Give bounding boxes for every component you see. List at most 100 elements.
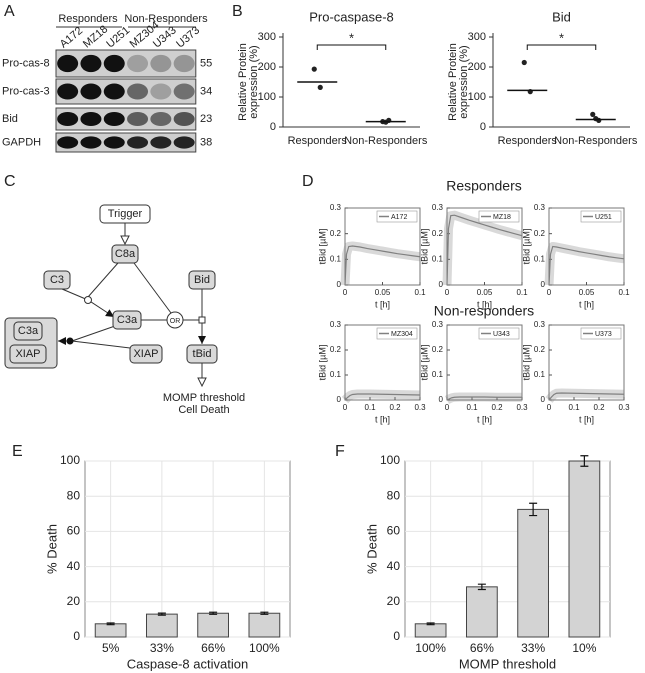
panel-label: E: [12, 443, 23, 460]
band: [127, 136, 149, 149]
edge: [71, 325, 116, 342]
group-title: Responders: [446, 178, 522, 194]
y-axis-label: tBid [µM]: [317, 345, 327, 381]
band: [150, 83, 172, 100]
outcome-label: Cell Death: [178, 404, 229, 416]
x-axis-label: t [h]: [477, 299, 492, 309]
node-label: XIAP: [133, 348, 158, 360]
band: [103, 111, 125, 127]
y-tick-label: 40: [387, 559, 401, 573]
significance-label: *: [349, 30, 354, 45]
band: [80, 111, 102, 127]
legend-box: [478, 327, 520, 340]
x-tick-label: 5%: [102, 641, 120, 655]
y-axis-label: tBid [µM]: [521, 229, 531, 265]
x-tick-label: 0.1: [414, 288, 426, 297]
node: [13, 321, 43, 341]
y-axis-label: expression (%): [248, 45, 260, 118]
node: [188, 270, 216, 290]
legend-label: MZ18: [493, 214, 511, 221]
node-label: C3: [50, 274, 64, 286]
band: [173, 111, 195, 127]
node: [43, 270, 71, 290]
x-tick-label: 0: [547, 403, 552, 412]
x-tick-label: 0.3: [516, 403, 528, 412]
pathway-diagram: Trigger C8a C3 C3a Bid OR tBid XIAP C3a …: [4, 204, 245, 416]
x-tick-label: 100%: [249, 641, 280, 655]
y-tick-label: 200: [258, 61, 276, 73]
chart-title: Bid: [552, 9, 571, 24]
band: [80, 136, 102, 149]
y-tick-label: 0: [393, 629, 400, 643]
node: [129, 344, 163, 364]
x-tick-label: Non-Responders: [554, 135, 638, 147]
y-tick-label: 300: [468, 31, 486, 43]
line: [344, 245, 421, 286]
plot-frame: [84, 460, 291, 638]
panel-label: B: [232, 3, 243, 20]
y-axis-label: tBid [µM]: [521, 345, 531, 381]
x-tick-label: 33%: [150, 641, 174, 655]
x-tick-label: 33%: [521, 641, 545, 655]
panel-label: A: [4, 3, 15, 20]
y-tick-label: 0.3: [432, 203, 444, 212]
x-tick-label: 0: [343, 403, 348, 412]
band: [80, 54, 102, 73]
y-tick-label: 0.3: [330, 320, 342, 329]
y-tick-label: 40: [67, 559, 81, 573]
bar: [94, 623, 127, 638]
y-axis-label: % Death: [364, 524, 379, 574]
bar: [146, 613, 178, 638]
band: [150, 111, 172, 127]
panel-label: D: [302, 173, 314, 190]
x-axis-label: t [h]: [579, 299, 594, 309]
point: [521, 59, 527, 66]
y-tick-label: 300: [258, 31, 276, 43]
band: [57, 136, 79, 149]
error-bar: [580, 455, 589, 467]
y-axis-label: tBid [µM]: [419, 345, 429, 381]
y-tick-label: 0: [480, 121, 486, 133]
x-axis-label: t [h]: [375, 299, 390, 309]
edge: [87, 262, 119, 298]
node: [186, 344, 218, 364]
error-bar: [477, 583, 486, 591]
y-tick-label: 100: [60, 453, 80, 467]
group-label: Responders: [58, 13, 118, 25]
y-tick-label: 0.2: [432, 229, 444, 238]
line: [548, 245, 625, 286]
x-tick-label: 0: [547, 288, 552, 297]
point: [317, 84, 323, 90]
x-tick-label: 0.2: [593, 403, 605, 412]
outcome-label: MOMP threshold: [163, 392, 245, 404]
band: [103, 83, 125, 100]
size-label: 34: [200, 85, 212, 97]
x-tick-label: 0: [343, 288, 348, 297]
line: [446, 396, 522, 401]
node-label: Bid: [194, 274, 210, 286]
edge: [71, 340, 131, 349]
legend-label: U343: [493, 331, 510, 338]
band: [127, 111, 149, 127]
catalysis: [84, 296, 92, 304]
band: [173, 83, 195, 100]
y-axis-label: Relative Protein: [237, 43, 249, 121]
node: [111, 244, 139, 264]
x-tick-label: Non-Responders: [344, 135, 428, 147]
band: [173, 136, 195, 149]
y-tick-label: 0: [439, 395, 444, 404]
x-tick-label: 10%: [572, 641, 596, 655]
x-tick-label: 0.1: [364, 403, 376, 412]
group-title: Non-responders: [434, 303, 534, 319]
cell-line-label: A172: [58, 25, 85, 51]
band: [127, 54, 149, 73]
size-label: 23: [200, 113, 212, 125]
y-axis-label: tBid [µM]: [317, 229, 327, 265]
row-label: GAPDH: [2, 136, 41, 148]
y-tick-label: 0.1: [330, 254, 342, 263]
y-axis-label: expression (%): [458, 45, 470, 118]
y-tick-label: 0.2: [534, 345, 546, 354]
band: [57, 83, 79, 100]
node: [9, 344, 47, 364]
